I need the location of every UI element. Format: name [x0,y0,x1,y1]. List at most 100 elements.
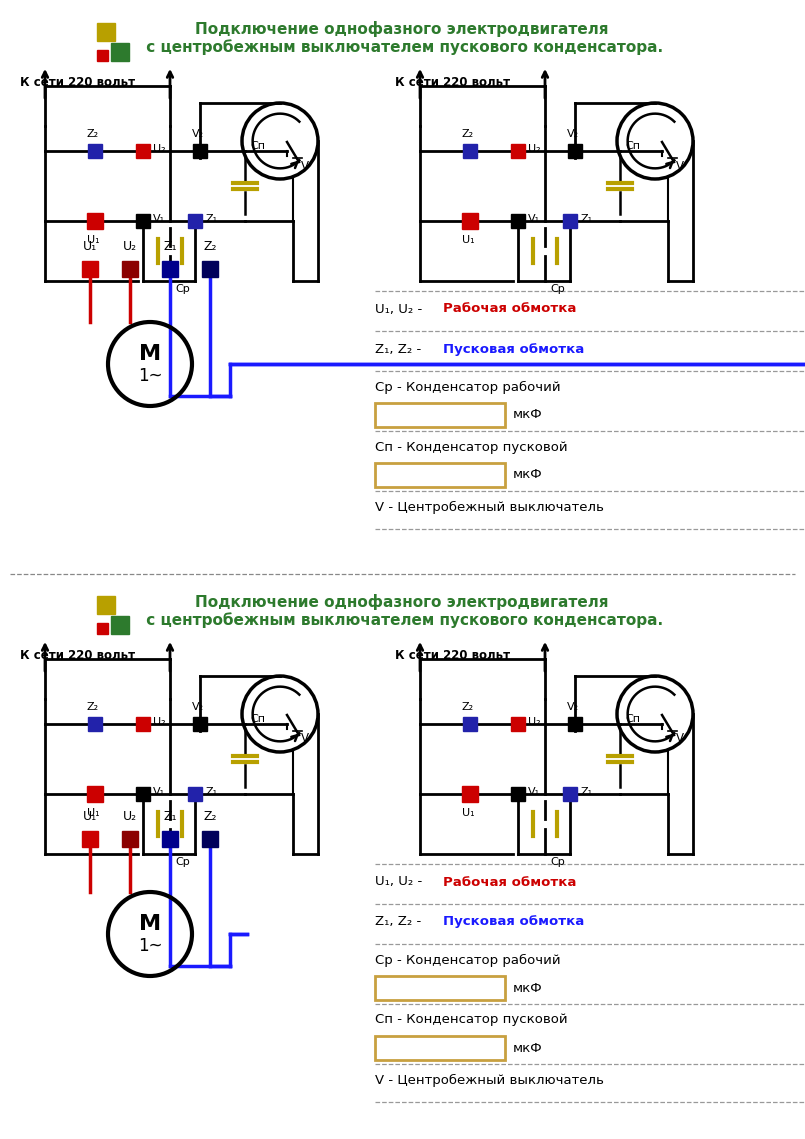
Bar [563,787,577,801]
Text: Z₂: Z₂ [462,129,474,139]
Bar [136,787,150,801]
Text: Z₁: Z₁ [205,787,217,797]
Text: V: V [676,159,684,172]
Bar [511,787,525,801]
Text: К сети 220 вольт: К сети 220 вольт [395,76,510,89]
Text: Сп - Конденсатор пусковой: Сп - Конденсатор пусковой [375,1014,568,1026]
Text: Z₁: Z₁ [580,787,592,797]
Text: мкФ: мкФ [513,409,543,421]
Bar [111,43,129,62]
Bar [511,214,525,228]
Text: U₂: U₂ [153,716,166,727]
Bar [122,831,138,847]
Text: Z₁: Z₁ [205,214,217,224]
Bar [88,716,102,731]
Text: мкФ: мкФ [513,982,543,994]
Text: V: V [301,732,309,746]
Text: Ср: Ср [175,284,190,294]
Bar [87,213,103,229]
Text: мкФ: мкФ [513,468,543,482]
Bar [188,787,202,801]
Bar [462,786,478,802]
Text: Z₁: Z₁ [163,240,177,253]
Bar [97,23,115,41]
Text: Сп: Сп [250,141,265,151]
Bar [97,596,115,614]
Bar [202,831,218,847]
Bar [136,716,150,731]
Text: U₁: U₁ [462,235,474,245]
Text: с центробежным выключателем пускового конденсатора.: с центробежным выключателем пускового ко… [141,39,663,55]
Bar [87,786,103,802]
Text: с центробежным выключателем пускового конденсатора.: с центробежным выключателем пускового ко… [141,612,663,628]
Bar [193,716,207,731]
Text: Пусковая обмотка: Пусковая обмотка [443,916,584,928]
Text: V: V [301,159,309,172]
Text: Z₂: Z₂ [87,702,99,712]
Text: Ср: Ср [550,284,565,294]
Bar [462,213,478,229]
Text: Z₂: Z₂ [203,240,217,253]
Bar [463,144,477,158]
Text: Ср - Конденсатор рабочий: Ср - Конденсатор рабочий [375,380,560,394]
Text: U₁: U₁ [87,235,99,245]
Bar [97,623,108,634]
Bar [375,462,505,487]
Text: Сп: Сп [625,714,640,724]
Bar [511,144,525,158]
Bar [82,261,98,277]
Text: Сп - Конденсатор пусковой: Сп - Конденсатор пусковой [375,441,568,453]
Text: U₂: U₂ [123,810,137,823]
Text: U₁: U₁ [87,808,99,818]
Bar [568,716,582,731]
Bar [511,716,525,731]
Text: V₂: V₂ [192,129,204,139]
Bar [375,1036,505,1060]
Text: 1~: 1~ [138,367,163,385]
Text: V₁: V₁ [153,787,165,797]
Bar [111,616,129,634]
Bar [568,144,582,158]
Text: Пусковая обмотка: Пусковая обмотка [443,343,584,355]
Bar [162,831,178,847]
Text: U₁: U₁ [462,808,474,818]
Text: U₁, U₂ -: U₁, U₂ - [375,876,427,888]
Text: Z₂: Z₂ [87,129,99,139]
Text: V₂: V₂ [192,702,204,712]
Text: Рабочая обмотка: Рабочая обмотка [443,303,576,316]
Text: U₂: U₂ [153,144,166,154]
Text: Z₁, Z₂ -: Z₁, Z₂ - [375,916,426,928]
Bar [82,831,98,847]
Text: V₂: V₂ [567,129,579,139]
Bar [188,214,202,228]
Bar [563,214,577,228]
Text: V₁: V₁ [528,214,540,224]
Text: U₂: U₂ [528,716,541,727]
Text: Сп: Сп [625,141,640,151]
Text: V: V [676,732,684,746]
Text: Рабочая обмотка: Рабочая обмотка [443,876,576,888]
Text: Подключение однофазного электродвигателя: Подключение однофазного электродвигателя [196,21,609,36]
Bar [162,261,178,277]
Text: Ср: Ср [175,857,190,867]
Bar [122,261,138,277]
Text: Z₂: Z₂ [203,810,217,823]
Text: U₁, U₂ -: U₁, U₂ - [375,303,427,316]
Text: U₂: U₂ [123,240,137,253]
Text: К сети 220 вольт: К сети 220 вольт [395,649,510,662]
Bar [97,50,108,62]
Text: К сети 220 вольт: К сети 220 вольт [20,649,135,662]
Text: V - Центробежный выключатель: V - Центробежный выключатель [375,500,604,514]
Text: V₂: V₂ [567,702,579,712]
Bar [375,976,505,1000]
Text: V₁: V₁ [528,787,540,797]
Text: К сети 220 вольт: К сети 220 вольт [20,76,135,89]
Text: мкФ: мкФ [513,1041,543,1055]
Bar [193,144,207,158]
Bar [202,261,218,277]
Text: V - Центробежный выключатель: V - Центробежный выключатель [375,1073,604,1087]
Bar [136,144,150,158]
Text: Ср: Ср [550,857,565,867]
Bar [375,403,505,427]
Text: M: M [139,344,161,364]
